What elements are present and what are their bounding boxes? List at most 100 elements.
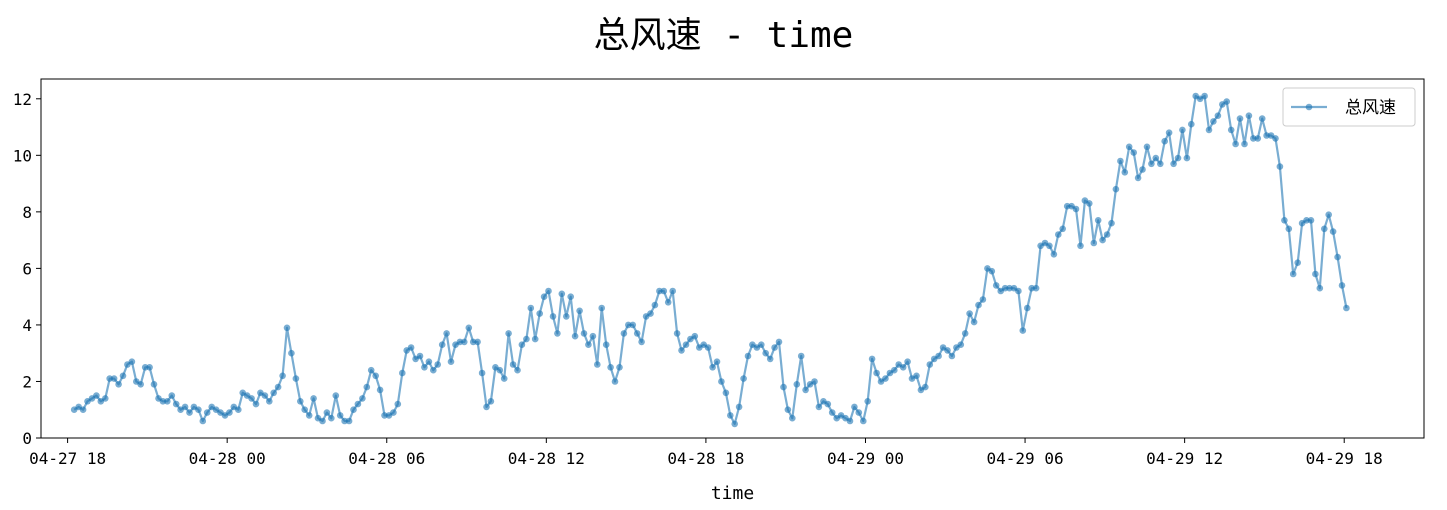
data-point: [802, 386, 809, 394]
data-point: [660, 287, 668, 295]
data-point: [1024, 304, 1031, 312]
data-point: [416, 352, 424, 360]
data-point: [740, 375, 747, 382]
data-point: [137, 381, 144, 388]
y-tick-label: 4: [22, 316, 32, 335]
x-tick-label: 04-28 06: [348, 449, 425, 468]
data-point: [181, 403, 189, 411]
data-point: [1143, 143, 1151, 151]
data-point: [1276, 163, 1284, 170]
data-point: [288, 349, 295, 357]
data-point: [226, 409, 233, 416]
data-point: [784, 406, 792, 414]
data-point: [868, 355, 876, 363]
data-point: [407, 344, 415, 351]
data-point: [336, 412, 344, 419]
data-point: [1214, 112, 1222, 119]
data-point: [115, 381, 122, 388]
data-point: [647, 310, 654, 317]
data-point: [966, 310, 973, 317]
y-tick-label: 0: [22, 429, 32, 448]
data-point: [1285, 225, 1293, 233]
y-tick-label: 12: [13, 90, 32, 109]
data-point: [1019, 327, 1027, 334]
data-point: [350, 406, 357, 414]
data-point: [1055, 231, 1062, 238]
data-point: [629, 321, 637, 329]
data-point: [261, 392, 269, 399]
data-point: [811, 378, 818, 385]
data-point: [961, 330, 969, 337]
data-point: [1245, 112, 1253, 119]
data-point: [1334, 253, 1341, 261]
data-point: [1059, 225, 1066, 233]
data-point: [1210, 118, 1217, 125]
data-point: [762, 349, 769, 357]
data-point: [793, 381, 801, 388]
data-point: [1294, 259, 1301, 267]
data-point: [536, 310, 543, 317]
data-point: [1134, 174, 1142, 182]
data-point: [332, 392, 340, 399]
data-point: [988, 267, 996, 275]
data-point: [979, 296, 987, 303]
data-point: [797, 352, 805, 360]
data-point: [607, 364, 614, 371]
data-point: [345, 417, 353, 425]
data-point: [722, 389, 730, 397]
data-point: [789, 414, 796, 422]
data-point: [500, 375, 508, 382]
data-point: [549, 313, 557, 320]
data-point: [1232, 140, 1239, 148]
data-point: [704, 344, 712, 351]
data-point: [922, 383, 929, 391]
data-point: [1227, 126, 1235, 134]
data-point: [372, 372, 380, 380]
data-point: [855, 409, 863, 416]
data-point: [1307, 217, 1315, 224]
data-point: [673, 330, 681, 337]
data-point: [1205, 126, 1213, 134]
x-tick-label: 04-27 18: [29, 449, 106, 468]
data-point: [1157, 160, 1164, 168]
data-point: [1316, 284, 1324, 292]
data-point: [270, 389, 278, 397]
data-point: [709, 364, 716, 371]
data-point: [558, 290, 566, 298]
data-point: [461, 338, 468, 346]
data-point: [571, 332, 579, 340]
data-point: [509, 361, 517, 368]
data-point: [465, 324, 473, 332]
data-point: [376, 386, 384, 394]
data-point: [780, 383, 787, 391]
data-point: [718, 378, 725, 385]
data-point: [146, 364, 153, 371]
data-point: [203, 409, 211, 416]
data-point: [363, 383, 371, 391]
data-point: [1325, 211, 1332, 218]
data-point: [1161, 137, 1168, 145]
data-point: [735, 403, 743, 411]
data-point: [926, 361, 934, 368]
data-point: [199, 417, 207, 425]
data-point: [873, 369, 880, 377]
data-point: [1236, 115, 1244, 122]
x-tick-label: 04-29 06: [987, 449, 1064, 468]
data-point: [1032, 284, 1040, 292]
data-point: [447, 358, 455, 366]
data-point: [1046, 242, 1053, 250]
data-point: [474, 338, 481, 346]
data-point: [1050, 251, 1058, 258]
data-point: [1289, 270, 1297, 278]
data-point: [172, 400, 180, 408]
data-point: [727, 412, 734, 419]
data-point: [1103, 231, 1111, 238]
data-point: [824, 400, 832, 408]
data-point: [305, 412, 313, 419]
data-point: [1183, 154, 1191, 162]
data-point: [860, 417, 867, 425]
data-point: [292, 375, 300, 382]
data-point: [1321, 225, 1328, 233]
data-point: [478, 369, 486, 377]
data-point: [620, 330, 628, 337]
